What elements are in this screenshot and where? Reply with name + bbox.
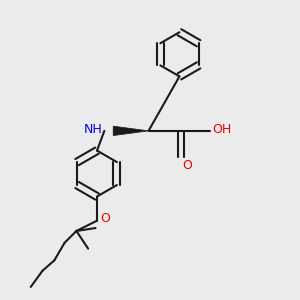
Text: OH: OH: [212, 124, 231, 136]
Text: O: O: [100, 212, 110, 225]
Text: O: O: [182, 159, 192, 172]
Polygon shape: [113, 126, 148, 136]
Text: NH: NH: [83, 123, 102, 136]
